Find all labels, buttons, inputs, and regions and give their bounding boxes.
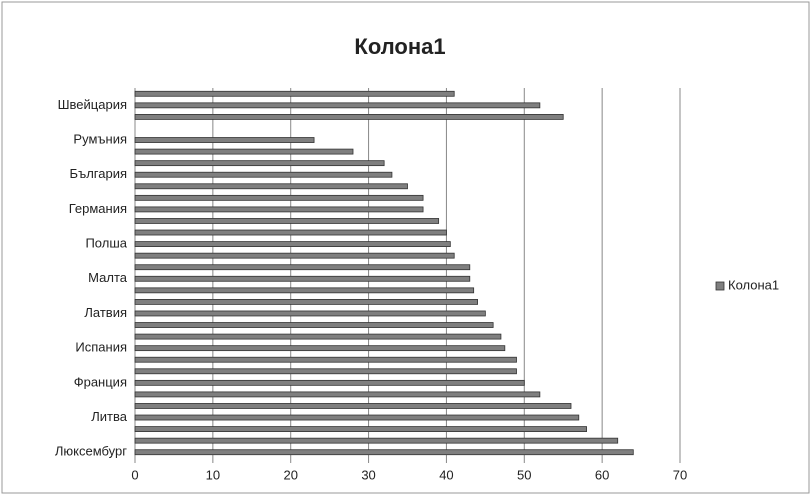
bar [134, 391, 541, 398]
x-tick-label: 50 [517, 467, 531, 482]
y-tick-label: Германия [69, 201, 127, 216]
bar [134, 90, 455, 97]
bar [134, 102, 541, 109]
bar [134, 229, 447, 236]
bar [134, 379, 525, 386]
y-tick-label: Франция [74, 374, 127, 389]
bar [134, 426, 587, 432]
bar [134, 114, 564, 120]
x-tick-label: 30 [361, 467, 375, 482]
legend-swatch [715, 281, 725, 291]
x-tick-label: 70 [673, 467, 687, 482]
bar [134, 206, 424, 213]
bar [134, 264, 471, 271]
bar [134, 160, 385, 167]
bar [134, 171, 393, 178]
bar [134, 414, 580, 421]
bar [134, 252, 455, 259]
bar [134, 333, 502, 340]
bar [134, 437, 619, 444]
y-tick-label: Латвия [84, 305, 127, 320]
chart-title: Колона1 [354, 34, 445, 59]
y-tick-label: Швейцария [58, 97, 127, 112]
bar [134, 241, 451, 247]
bar [134, 287, 475, 294]
bar [134, 310, 486, 317]
bar [134, 322, 494, 328]
y-tick-label: Малта [88, 270, 128, 285]
bar [134, 299, 478, 305]
bar [134, 403, 572, 409]
x-tick-label: 60 [595, 467, 609, 482]
legend-label: Колона1 [728, 277, 779, 292]
bar [134, 137, 315, 143]
y-tick-label: Люксембург [55, 444, 127, 459]
x-tick-label: 40 [439, 467, 453, 482]
y-tick-label: Испания [75, 340, 127, 355]
y-tick-label: България [70, 166, 127, 181]
bar [134, 194, 424, 201]
x-tick-label: 20 [283, 467, 297, 482]
x-tick-label: 10 [206, 467, 220, 482]
y-tick-label: Полша [85, 236, 127, 251]
bar [134, 449, 634, 456]
bar [134, 148, 354, 155]
bar [134, 368, 517, 375]
bar [134, 218, 440, 224]
bar [134, 275, 471, 282]
y-tick-label: Литва [91, 409, 128, 424]
bar [134, 345, 506, 352]
bar [134, 356, 517, 363]
y-tick-label: Румъния [73, 131, 127, 146]
x-tick-label: 0 [131, 467, 138, 482]
bar [134, 183, 408, 190]
